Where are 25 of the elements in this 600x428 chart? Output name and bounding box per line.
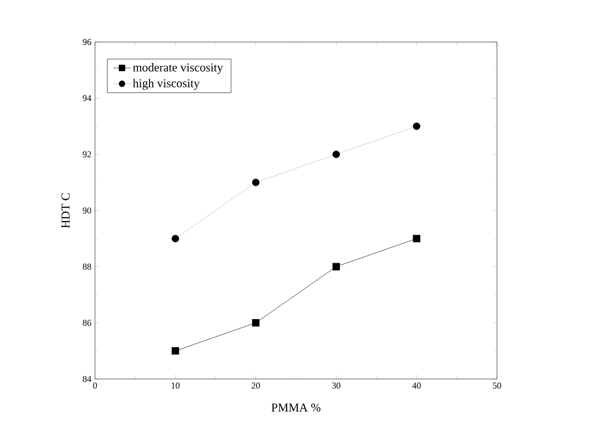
y-tick-label: 86 [82,320,92,326]
y-tick-label: 94 [82,95,92,102]
point [412,122,420,130]
point [332,150,340,158]
x-tick-label: 20 [252,382,260,389]
legend-label: high viscosity [132,78,200,90]
point [252,178,260,186]
x-axis-title: PMMA % [272,403,320,412]
y-tick-label: 88 [82,264,92,270]
y-tick-label: 92 [82,151,91,158]
x-tick-label: 10 [172,382,180,389]
y-tick-label: 84 [82,376,92,382]
legend-label: moderate viscosity [132,63,224,74]
point [252,319,260,327]
x-tick-label: 0 [93,382,97,389]
x-tick-label: 40 [412,382,421,389]
point [172,347,180,355]
x-tick-label: 50 [493,382,502,389]
point [412,234,420,242]
x-tick-label: 30 [332,382,340,389]
point [332,262,340,270]
y-tick-label: 90 [82,207,92,214]
y-tick-label: 96 [82,38,92,46]
y-axis-title: HDT C [62,193,70,228]
point [172,234,180,242]
